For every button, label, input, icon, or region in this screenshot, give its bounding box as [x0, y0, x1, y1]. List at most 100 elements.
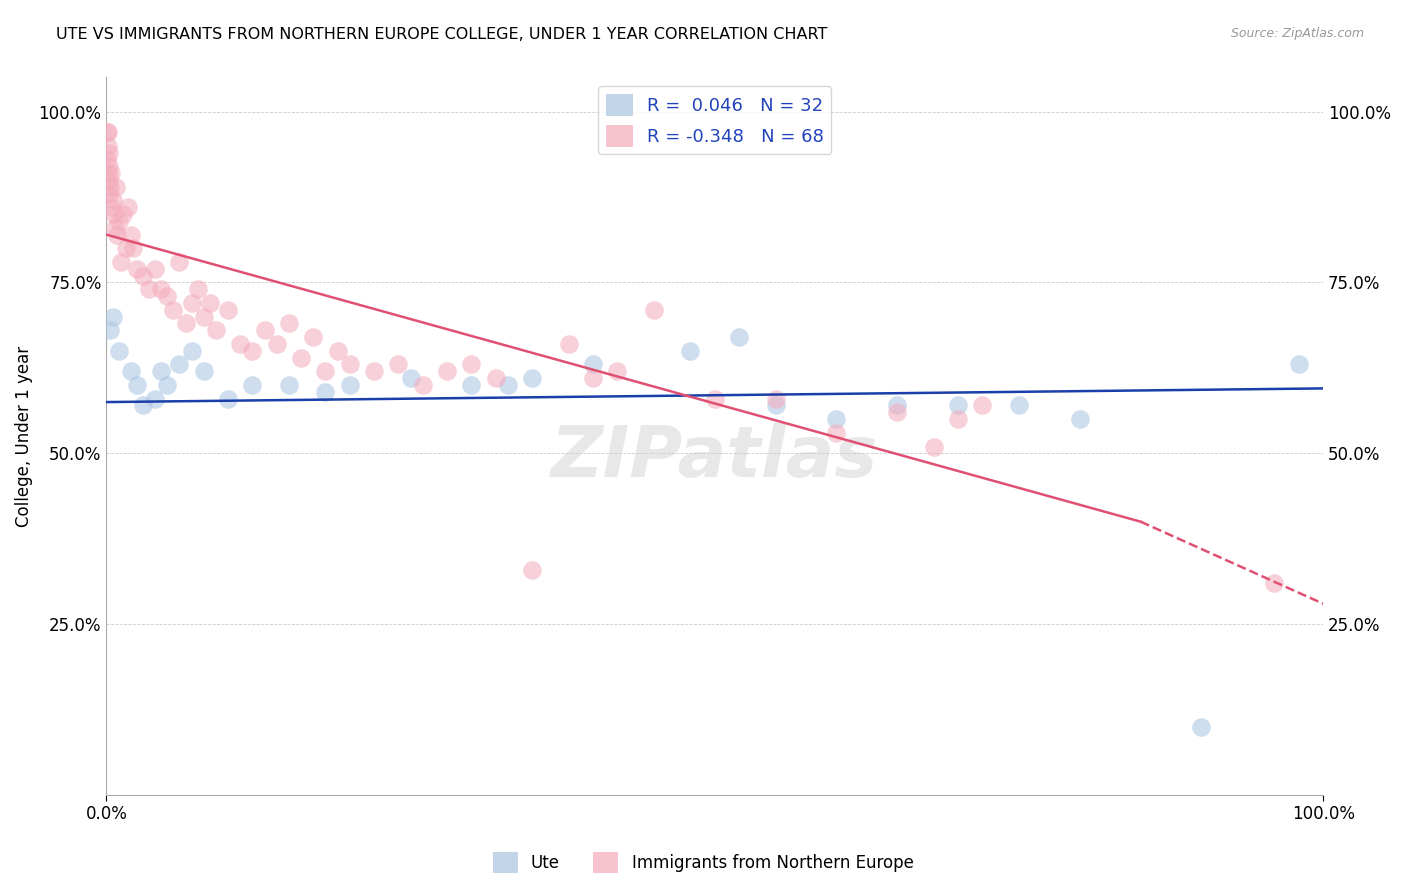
- Point: [922, 440, 945, 454]
- Point: [169, 255, 191, 269]
- Point: [100, 200, 122, 214]
- Point: [96, 125, 118, 139]
- Point: [1069, 412, 1091, 426]
- Point: [582, 358, 605, 372]
- Point: [946, 412, 969, 426]
- Point: [97, 145, 120, 160]
- Point: [103, 207, 125, 221]
- Point: [97, 138, 120, 153]
- Point: [217, 302, 239, 317]
- Point: [97, 186, 120, 201]
- Point: [436, 364, 458, 378]
- Point: [97, 166, 120, 180]
- Point: [98, 159, 121, 173]
- Point: [97, 125, 120, 139]
- Point: [606, 364, 628, 378]
- Point: [363, 364, 385, 378]
- Point: [98, 173, 121, 187]
- Point: [703, 392, 725, 406]
- Point: [115, 241, 138, 255]
- Point: [174, 317, 197, 331]
- Point: [125, 378, 148, 392]
- Point: [229, 337, 252, 351]
- Point: [679, 343, 702, 358]
- Point: [326, 343, 349, 358]
- Point: [107, 343, 129, 358]
- Legend: Ute, Immigrants from Northern Europe: Ute, Immigrants from Northern Europe: [486, 846, 920, 880]
- Point: [314, 384, 336, 399]
- Point: [105, 227, 128, 242]
- Point: [187, 282, 209, 296]
- Point: [117, 200, 139, 214]
- Point: [125, 261, 148, 276]
- Point: [198, 296, 221, 310]
- Point: [522, 562, 544, 576]
- Point: [98, 323, 121, 337]
- Point: [387, 358, 409, 372]
- Point: [120, 364, 142, 378]
- Point: [253, 323, 276, 337]
- Point: [150, 364, 173, 378]
- Legend: R =  0.046   N = 32, R = -0.348   N = 68: R = 0.046 N = 32, R = -0.348 N = 68: [599, 87, 831, 154]
- Point: [886, 399, 908, 413]
- Y-axis label: College, Under 1 year: College, Under 1 year: [15, 346, 32, 527]
- Text: ZIPatlas: ZIPatlas: [551, 424, 879, 492]
- Point: [180, 296, 202, 310]
- Point: [122, 241, 145, 255]
- Point: [946, 399, 969, 413]
- Point: [558, 337, 581, 351]
- Point: [314, 364, 336, 378]
- Point: [242, 378, 264, 392]
- Point: [132, 399, 155, 413]
- Point: [1263, 576, 1285, 591]
- Point: [399, 371, 422, 385]
- Point: [643, 302, 665, 317]
- Point: [100, 166, 122, 180]
- Point: [765, 392, 787, 406]
- Point: [193, 364, 215, 378]
- Point: [460, 378, 482, 392]
- Point: [825, 412, 848, 426]
- Point: [266, 337, 288, 351]
- Point: [277, 378, 299, 392]
- Point: [132, 268, 155, 283]
- Point: [112, 207, 135, 221]
- Point: [1191, 720, 1213, 734]
- Point: [522, 371, 544, 385]
- Point: [143, 392, 166, 406]
- Point: [290, 351, 312, 365]
- Point: [339, 358, 361, 372]
- Point: [412, 378, 434, 392]
- Point: [138, 282, 160, 296]
- Point: [193, 310, 215, 324]
- Point: [110, 255, 132, 269]
- Point: [886, 405, 908, 419]
- Point: [972, 399, 994, 413]
- Point: [180, 343, 202, 358]
- Point: [217, 392, 239, 406]
- Point: [485, 371, 508, 385]
- Point: [302, 330, 325, 344]
- Point: [107, 214, 129, 228]
- Point: [765, 399, 787, 413]
- Point: [105, 179, 128, 194]
- Point: [460, 358, 482, 372]
- Point: [162, 302, 184, 317]
- Point: [1008, 399, 1031, 413]
- Point: [98, 179, 121, 194]
- Point: [825, 425, 848, 440]
- Point: [150, 282, 173, 296]
- Point: [277, 317, 299, 331]
- Point: [156, 378, 179, 392]
- Point: [143, 261, 166, 276]
- Point: [169, 358, 191, 372]
- Point: [104, 220, 127, 235]
- Point: [496, 378, 519, 392]
- Point: [242, 343, 264, 358]
- Point: [96, 153, 118, 167]
- Point: [205, 323, 228, 337]
- Point: [582, 371, 605, 385]
- Point: [339, 378, 361, 392]
- Text: UTE VS IMMIGRANTS FROM NORTHERN EUROPE COLLEGE, UNDER 1 YEAR CORRELATION CHART: UTE VS IMMIGRANTS FROM NORTHERN EUROPE C…: [56, 27, 828, 42]
- Point: [156, 289, 179, 303]
